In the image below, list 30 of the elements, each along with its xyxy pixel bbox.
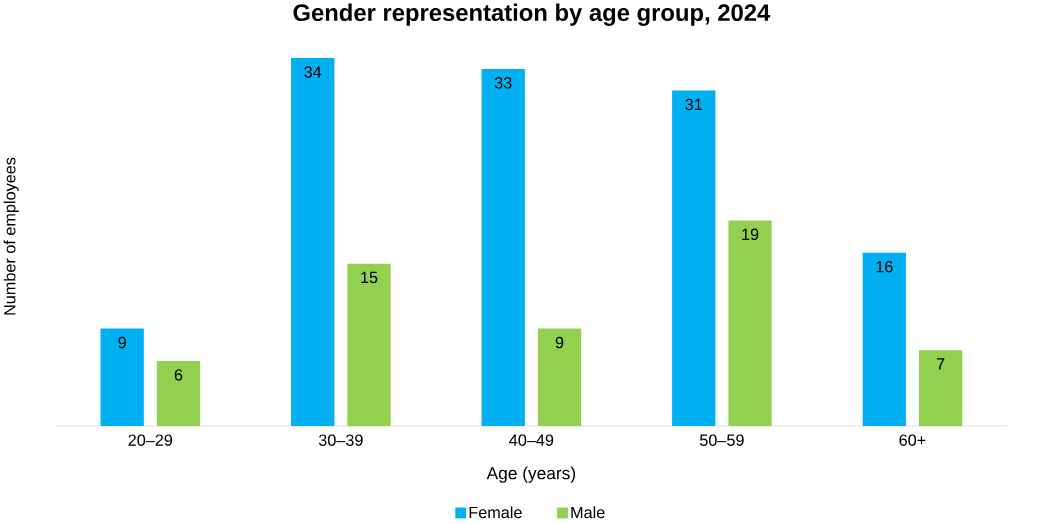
x-tick-label: 40–49 [509, 434, 554, 446]
data-label: 15 [361, 271, 378, 284]
legend-label: Female [469, 506, 522, 519]
data-label: 31 [685, 98, 702, 111]
bar [481, 68, 525, 426]
y-axis-title: Number of employees [3, 157, 19, 315]
x-tick-label: 30–39 [318, 434, 363, 446]
bar [862, 252, 906, 426]
data-label: 7 [936, 358, 945, 370]
data-label: 33 [494, 77, 512, 89]
x-axis-title: Age (years) [486, 466, 576, 483]
x-tick-label: 20–29 [128, 434, 173, 446]
bar [100, 328, 144, 426]
data-label: 9 [555, 336, 564, 349]
bar [728, 220, 772, 426]
bar [156, 361, 201, 426]
data-label: 34 [304, 66, 322, 78]
bar [672, 90, 716, 426]
x-tick-label: 50–59 [699, 434, 744, 446]
bar [347, 263, 391, 426]
x-tick-label: 60+ [899, 434, 926, 446]
legend-label: Male [571, 506, 605, 519]
data-label: 6 [174, 369, 183, 381]
bar [918, 350, 963, 426]
chart-title: Gender representation by age group, 2024 [293, 3, 771, 26]
data-label: 16 [876, 260, 893, 273]
data-label: 19 [742, 228, 759, 241]
bar [291, 58, 335, 426]
bar [537, 328, 582, 426]
data-label: 9 [118, 336, 126, 349]
